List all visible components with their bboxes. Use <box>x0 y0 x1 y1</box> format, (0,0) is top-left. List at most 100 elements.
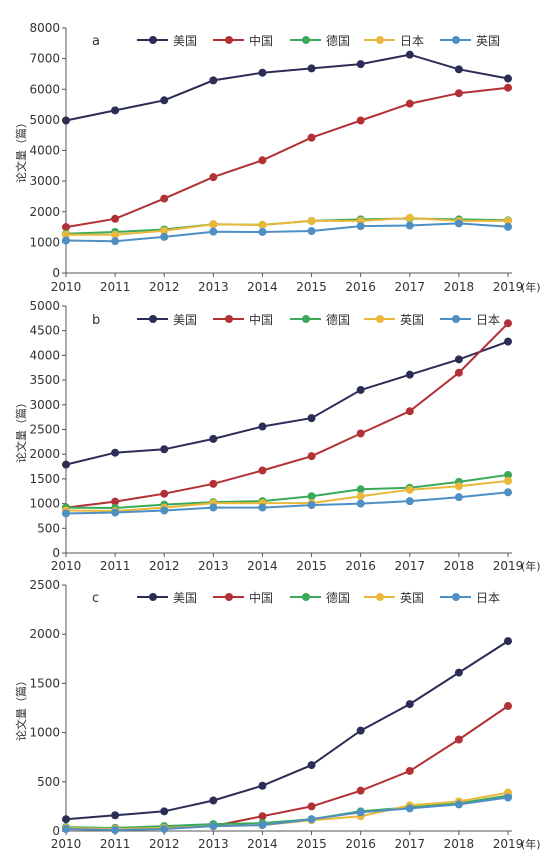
data-point <box>111 826 120 835</box>
legend-swatch-marker <box>376 36 384 44</box>
x-tick-label: 2019 <box>493 280 524 294</box>
y-tick-label: 3000 <box>29 398 60 412</box>
data-point <box>258 68 267 77</box>
data-point <box>62 460 70 469</box>
data-point <box>454 65 463 74</box>
data-point <box>307 64 316 73</box>
data-point <box>111 237 120 246</box>
panel-label: a <box>92 34 100 49</box>
series-line-2 <box>65 473 509 510</box>
x-tick-label: 2013 <box>198 837 229 851</box>
data-point <box>111 811 120 820</box>
data-point <box>356 485 365 494</box>
legend-swatch-marker <box>452 593 460 601</box>
data-point <box>258 812 267 821</box>
y-tick-label: 0 <box>52 266 60 280</box>
y-tick-label: 7000 <box>29 52 60 66</box>
data-point <box>307 492 316 501</box>
data-point <box>307 452 316 461</box>
panel-label: b <box>92 313 100 328</box>
x-tick-label: 2014 <box>247 559 278 573</box>
data-point <box>160 506 169 515</box>
y-tick-label: 500 <box>37 775 60 789</box>
data-point <box>454 368 463 377</box>
data-point <box>209 479 218 488</box>
data-point <box>160 96 169 105</box>
legend-swatch-marker <box>149 36 157 44</box>
legend-swatch-marker <box>452 36 460 44</box>
y-axis-label: 论文量（篇） <box>14 675 28 741</box>
x-tick-label: 2016 <box>345 837 376 851</box>
legend-label: 英国 <box>400 313 424 327</box>
data-point <box>454 668 463 677</box>
series-line-4 <box>65 222 509 243</box>
data-point <box>356 786 365 795</box>
x-tick-label: 2014 <box>247 837 278 851</box>
series-line-0 <box>65 53 509 122</box>
data-point <box>258 220 267 229</box>
data-point <box>111 230 120 239</box>
data-point <box>209 434 218 443</box>
x-tick-label: 2011 <box>100 559 131 573</box>
legend-label: 日本 <box>400 34 424 48</box>
data-point <box>209 227 218 236</box>
data-point <box>356 429 365 438</box>
data-point <box>454 89 463 98</box>
data-point <box>405 50 414 59</box>
data-point <box>405 700 414 709</box>
legend-swatch-marker <box>302 315 310 323</box>
x-tick-label: 2010 <box>51 559 82 573</box>
x-tick-label: 2010 <box>51 837 82 851</box>
x-tick-label: 2018 <box>444 837 475 851</box>
data-point <box>307 133 316 142</box>
data-point <box>307 501 316 510</box>
data-point <box>209 173 218 182</box>
y-tick-label: 3000 <box>29 174 60 188</box>
data-point <box>111 497 120 506</box>
x-tick-label: 2012 <box>149 280 180 294</box>
y-tick-label: 2000 <box>29 205 60 219</box>
y-tick-label: 2500 <box>29 423 60 437</box>
data-point <box>209 76 218 85</box>
data-point <box>356 726 365 735</box>
data-point <box>405 221 414 230</box>
x-axis-unit: (年) <box>521 280 541 294</box>
data-point <box>209 822 218 831</box>
chart-panel-b: 0 500 1000 1500 2000 2500 3000 3500 4000 4500 5000… <box>14 299 541 573</box>
data-point <box>258 156 267 165</box>
legend-label: 德国 <box>326 590 350 605</box>
legend-label: 中国 <box>249 590 273 605</box>
data-point <box>62 815 70 824</box>
data-point <box>504 702 512 711</box>
x-tick-label: 2010 <box>51 280 82 294</box>
y-tick-label: 4000 <box>29 144 60 158</box>
x-tick-label: 2012 <box>149 559 180 573</box>
y-tick-label: 5000 <box>29 299 60 313</box>
data-point <box>62 116 70 125</box>
data-point <box>504 476 512 485</box>
x-tick-label: 2012 <box>149 837 180 851</box>
data-point <box>405 370 414 379</box>
data-point <box>405 766 414 775</box>
data-point <box>405 497 414 506</box>
data-point <box>504 793 512 802</box>
data-point <box>209 220 218 229</box>
y-tick-label: 1000 <box>29 726 60 740</box>
y-tick-label: 3500 <box>29 373 60 387</box>
data-point <box>258 821 267 830</box>
x-tick-label: 2013 <box>198 280 229 294</box>
data-point <box>160 232 169 241</box>
x-tick-label: 2011 <box>100 837 131 851</box>
y-tick-label: 4000 <box>29 348 60 362</box>
legend-label: 德国 <box>326 312 350 327</box>
legend-swatch-marker <box>376 593 384 601</box>
data-point <box>504 83 512 92</box>
x-tick-label: 2015 <box>296 837 327 851</box>
data-point <box>258 227 267 236</box>
data-point <box>454 493 463 502</box>
data-point <box>258 781 267 790</box>
data-point <box>454 355 463 364</box>
data-point <box>356 385 365 394</box>
data-point <box>504 74 512 83</box>
